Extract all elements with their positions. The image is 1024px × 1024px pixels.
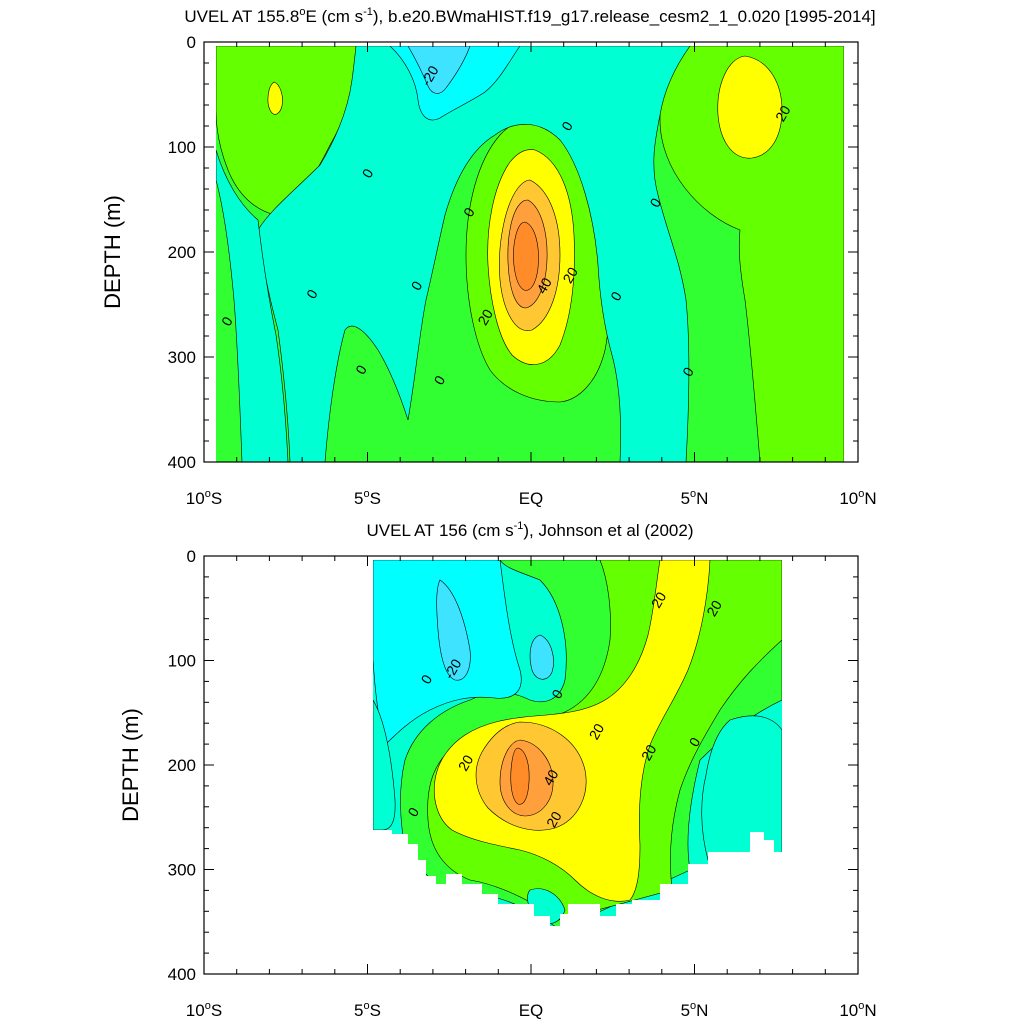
top-x-tick-label: EQ xyxy=(519,489,544,508)
bottom-fill-neg10-0-west xyxy=(373,698,396,831)
top-y-tick-label: 0 xyxy=(187,33,196,52)
top-y-tick-label: 400 xyxy=(168,453,196,472)
bottom-fill-gt-50 xyxy=(510,747,530,805)
top-axes: 10oS 5oS EQ 5oN 10oN 0 100 200 300 400 xyxy=(168,33,877,508)
top-fill-neg10-0-west xyxy=(216,149,289,462)
bottom-contour-label: 20 xyxy=(586,721,608,743)
bottom-contour-label: 20 xyxy=(543,808,565,830)
bottom-y-axis-label: DEPTH (m) xyxy=(118,708,143,822)
top-x-tick-label: 10oS xyxy=(186,488,222,508)
bottom-panel: UVEL AT 156 (cm s-1), Johnson et al (200… xyxy=(118,520,877,1020)
top-panel: UVEL AT 155.8oE (cm s-1), b.e20.BWmaHIST… xyxy=(100,6,877,508)
top-contour-label: 20 xyxy=(772,102,794,124)
bottom-axes: 10oS 5oS EQ 5oN 10oN 0 100 200 300 400 xyxy=(168,547,877,1020)
bottom-fill-neg10-0-east xyxy=(701,715,782,861)
bottom-y-tick-label: 200 xyxy=(168,756,196,775)
top-y-tick-label: 200 xyxy=(168,243,196,262)
top-y-tick-label: 300 xyxy=(168,348,196,367)
bottom-contour-field xyxy=(373,560,782,926)
bottom-y-tick-label: 100 xyxy=(168,652,196,671)
top-contour-label: 20 xyxy=(559,264,581,286)
bottom-contour-label: 20 xyxy=(455,752,477,774)
top-fill-20-30-ne xyxy=(717,55,783,159)
top-x-tick-label: 5oN xyxy=(681,488,709,508)
top-contour-field xyxy=(216,46,844,462)
bottom-x-tick-label: EQ xyxy=(519,1001,544,1020)
bottom-fill-lt-neg20-mid xyxy=(529,634,554,680)
bottom-x-tick-label: 5oN xyxy=(681,1000,709,1020)
top-chart-title: UVEL AT 155.8oE (cm s-1), b.e20.BWmaHIST… xyxy=(184,6,875,26)
bottom-fill-neg10-0-floor xyxy=(527,888,566,925)
bottom-y-tick-label: 0 xyxy=(187,547,196,566)
bottom-x-tick-label: 5oS xyxy=(354,1000,381,1020)
top-fill-20-30-nw xyxy=(267,81,283,115)
bottom-contour-label: 20 xyxy=(638,742,660,764)
bottom-fill-lt-neg20-upper xyxy=(436,579,471,681)
top-y-tick-label: 100 xyxy=(168,138,196,157)
bottom-x-tick-label: 10oN xyxy=(839,1000,876,1020)
top-fill-lt-neg20 xyxy=(407,46,471,94)
bottom-y-tick-label: 300 xyxy=(168,861,196,880)
bottom-contour-label: 40 xyxy=(540,767,562,789)
bottom-y-tick-label: 400 xyxy=(168,965,196,984)
top-contour-label: 20 xyxy=(474,306,496,328)
top-contour-label: 40 xyxy=(533,275,555,297)
bottom-x-tick-label: 10oS xyxy=(186,1000,222,1020)
top-y-axis-label: DEPTH (m) xyxy=(100,195,125,309)
top-fill-gt-50 xyxy=(513,221,539,291)
top-x-tick-label: 10oN xyxy=(839,488,876,508)
top-x-tick-label: 5oS xyxy=(354,488,381,508)
bottom-contour-label: 20 xyxy=(703,597,725,619)
bottom-chart-title: UVEL AT 156 (cm s-1), Johnson et al (200… xyxy=(367,520,694,540)
bottom-contour-label: 20 xyxy=(648,589,670,611)
